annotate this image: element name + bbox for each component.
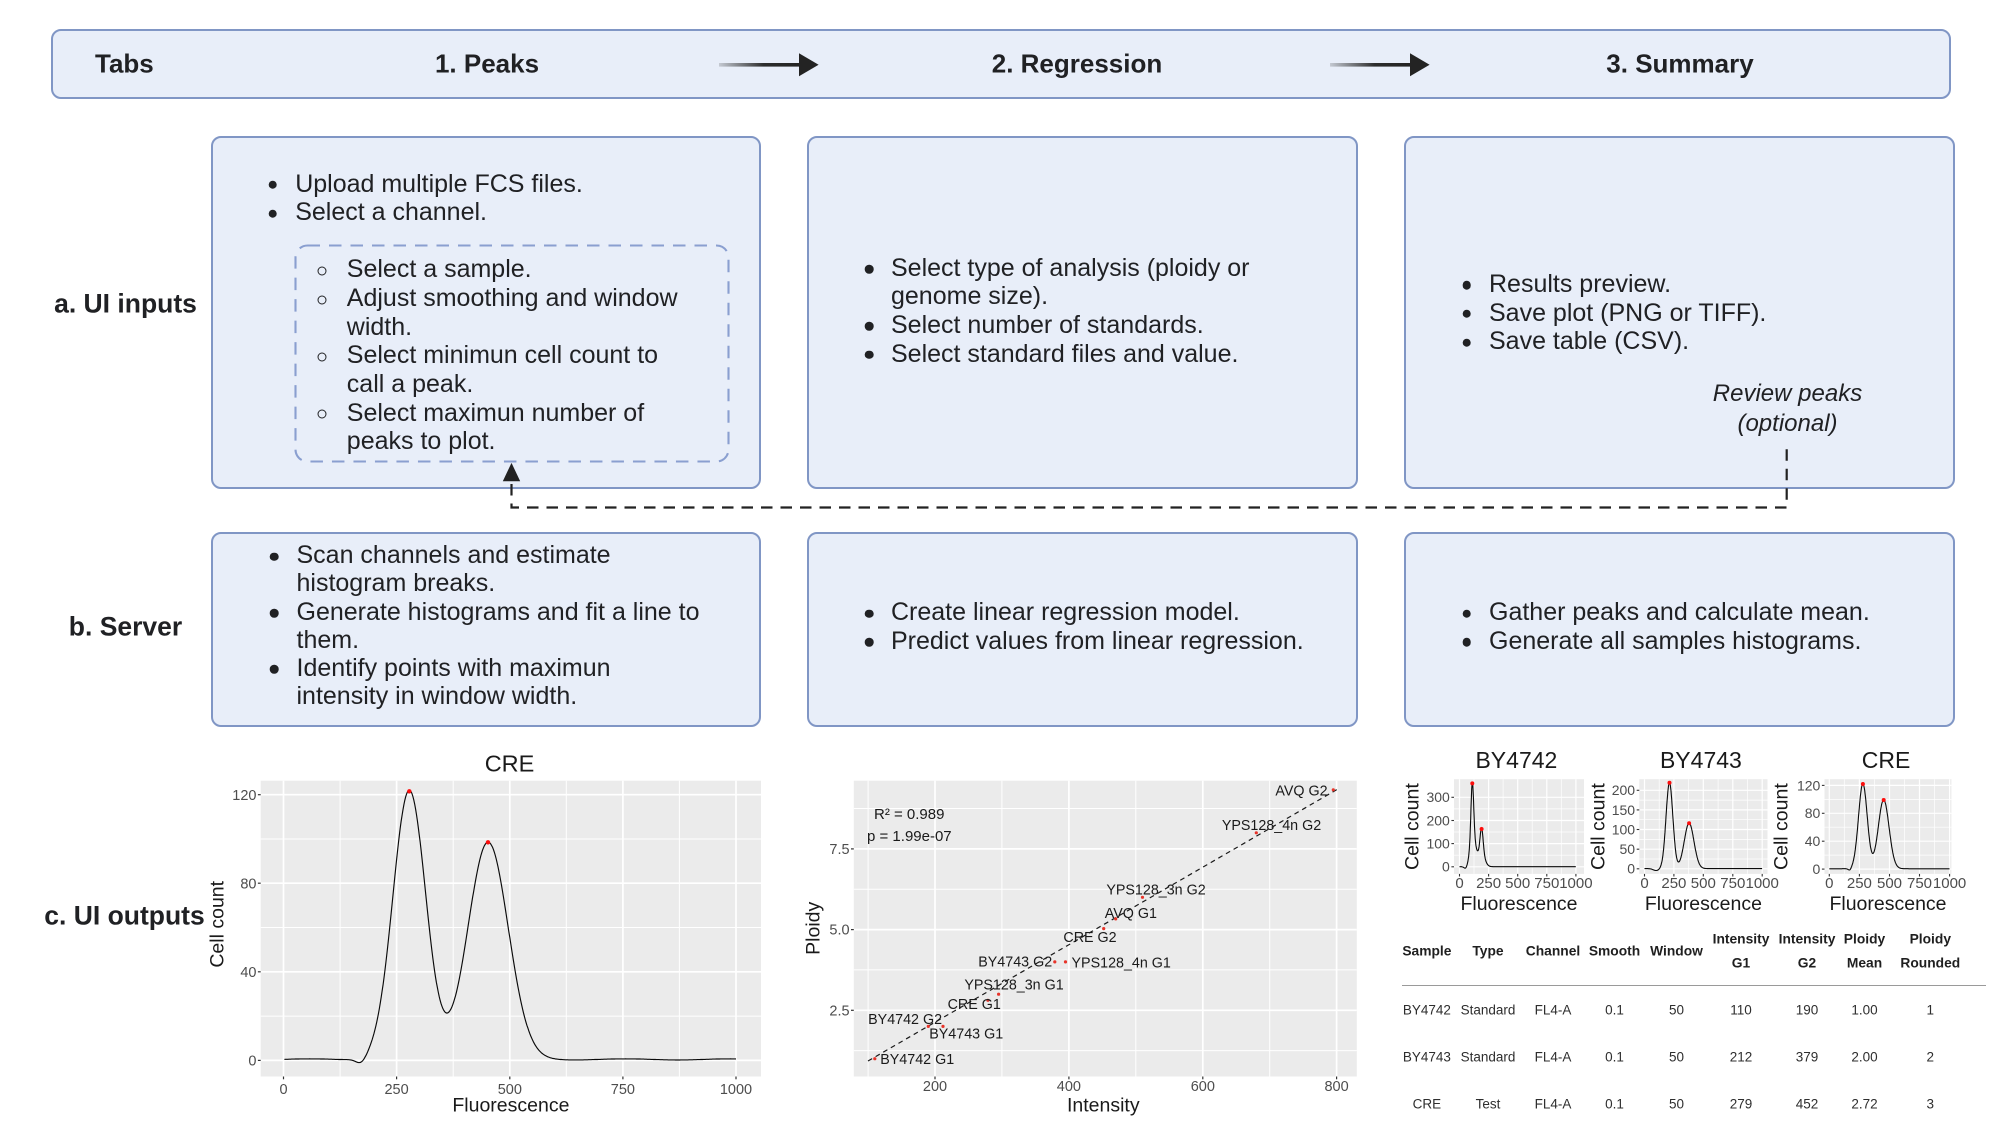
svg-text:BY4742 G2: BY4742 G2 bbox=[868, 1012, 942, 1028]
svg-text:500: 500 bbox=[1505, 875, 1530, 892]
svg-text:1000: 1000 bbox=[1933, 875, 1966, 892]
svg-text:200: 200 bbox=[1426, 812, 1450, 828]
svg-text:500: 500 bbox=[498, 1082, 522, 1098]
svg-text:0: 0 bbox=[1825, 875, 1833, 892]
svg-text:750: 750 bbox=[611, 1082, 635, 1098]
svg-text:100: 100 bbox=[1612, 821, 1636, 837]
svg-text:BY4742: BY4742 bbox=[1475, 747, 1557, 773]
svg-text:CRE: CRE bbox=[1862, 747, 1911, 773]
svg-text:120: 120 bbox=[1797, 777, 1821, 793]
svg-text:1000: 1000 bbox=[1746, 875, 1779, 892]
svg-text:YPS128_4n G1: YPS128_4n G1 bbox=[1072, 955, 1171, 971]
svg-text:YPS128_4n G2: YPS128_4n G2 bbox=[1222, 818, 1321, 834]
svg-text:Cell count: Cell count bbox=[1401, 783, 1423, 870]
svg-text:250: 250 bbox=[384, 1082, 408, 1098]
svg-text:250: 250 bbox=[1661, 875, 1686, 892]
svg-text:0: 0 bbox=[248, 1053, 256, 1069]
svg-text:500: 500 bbox=[1877, 875, 1902, 892]
svg-text:800: 800 bbox=[1324, 1079, 1348, 1095]
svg-text:Cell count: Cell count bbox=[207, 880, 229, 967]
svg-text:750: 750 bbox=[1720, 875, 1745, 892]
svg-text:Fluorescence: Fluorescence bbox=[452, 1095, 569, 1117]
svg-text:0: 0 bbox=[1442, 859, 1450, 875]
svg-text:R² = 0.989: R² = 0.989 bbox=[874, 806, 944, 823]
svg-text:600: 600 bbox=[1191, 1079, 1215, 1095]
svg-text:CRE: CRE bbox=[485, 751, 535, 777]
svg-text:AVQ G2: AVQ G2 bbox=[1275, 784, 1327, 800]
svg-text:400: 400 bbox=[1057, 1079, 1081, 1095]
svg-text:Fluorescence: Fluorescence bbox=[1460, 893, 1577, 915]
svg-text:Fluorescence: Fluorescence bbox=[1645, 893, 1762, 915]
svg-text:Ploidy: Ploidy bbox=[802, 902, 824, 955]
svg-text:Cell count: Cell count bbox=[1771, 783, 1793, 870]
svg-text:0: 0 bbox=[1813, 861, 1821, 877]
svg-text:BY4742 G1: BY4742 G1 bbox=[880, 1052, 954, 1068]
svg-text:750: 750 bbox=[1534, 875, 1559, 892]
svg-text:50: 50 bbox=[1620, 841, 1636, 857]
svg-text:40: 40 bbox=[1805, 833, 1821, 849]
svg-text:CRE G1: CRE G1 bbox=[948, 997, 1001, 1013]
svg-text:BY4743: BY4743 bbox=[1660, 747, 1742, 773]
svg-text:750: 750 bbox=[1907, 875, 1932, 892]
svg-text:Intensity: Intensity bbox=[1067, 1095, 1140, 1117]
svg-text:Fluorescence: Fluorescence bbox=[1829, 893, 1946, 915]
svg-text:200: 200 bbox=[923, 1079, 947, 1095]
svg-text:2.5: 2.5 bbox=[829, 1003, 849, 1019]
svg-text:0: 0 bbox=[1455, 875, 1463, 892]
svg-text:40: 40 bbox=[240, 965, 256, 981]
svg-text:200: 200 bbox=[1612, 782, 1636, 798]
svg-text:300: 300 bbox=[1426, 789, 1450, 805]
svg-text:0: 0 bbox=[1640, 875, 1648, 892]
svg-text:5.0: 5.0 bbox=[829, 923, 849, 939]
svg-text:7.5: 7.5 bbox=[829, 842, 849, 858]
svg-text:80: 80 bbox=[240, 876, 256, 892]
svg-text:250: 250 bbox=[1847, 875, 1872, 892]
svg-text:100: 100 bbox=[1426, 836, 1450, 852]
svg-text:AVQ G1: AVQ G1 bbox=[1105, 906, 1157, 922]
svg-text:80: 80 bbox=[1805, 805, 1821, 821]
svg-text:YPS128_3n G1: YPS128_3n G1 bbox=[964, 977, 1063, 993]
svg-text:120: 120 bbox=[232, 788, 256, 804]
svg-text:p = 1.99e-07: p = 1.99e-07 bbox=[867, 828, 952, 845]
svg-text:BY4743 G2: BY4743 G2 bbox=[978, 955, 1052, 971]
svg-text:CRE G2: CRE G2 bbox=[1063, 930, 1116, 946]
svg-text:0: 0 bbox=[1627, 861, 1635, 877]
svg-text:250: 250 bbox=[1476, 875, 1501, 892]
svg-text:YPS128_3n G2: YPS128_3n G2 bbox=[1106, 883, 1205, 899]
svg-text:0: 0 bbox=[279, 1082, 287, 1098]
svg-text:Cell count: Cell count bbox=[1587, 783, 1609, 870]
svg-text:1000: 1000 bbox=[720, 1082, 752, 1098]
svg-text:150: 150 bbox=[1612, 802, 1636, 818]
svg-text:1000: 1000 bbox=[1559, 875, 1592, 892]
svg-text:500: 500 bbox=[1691, 875, 1716, 892]
svg-text:BY4743 G1: BY4743 G1 bbox=[929, 1026, 1003, 1042]
